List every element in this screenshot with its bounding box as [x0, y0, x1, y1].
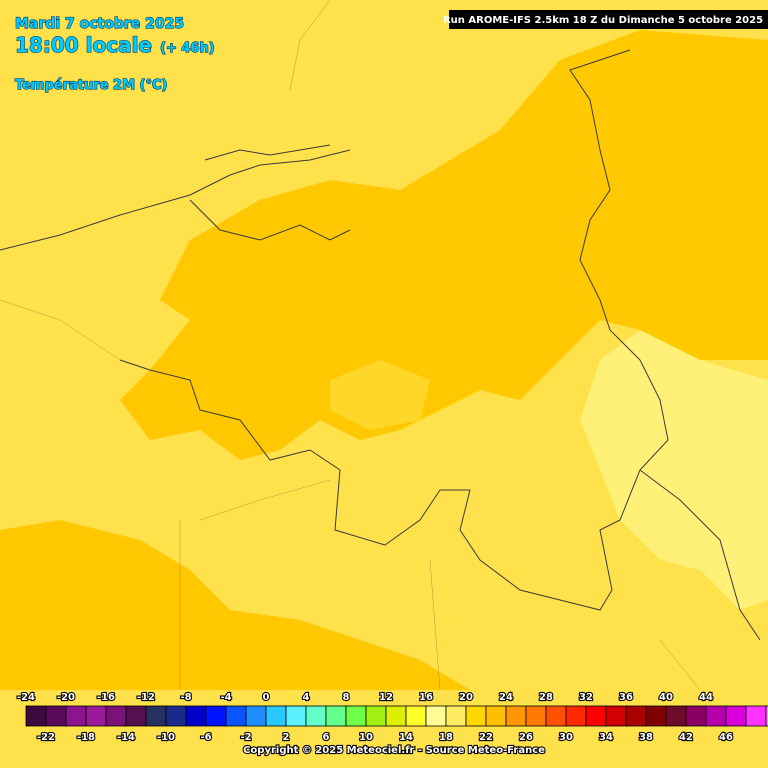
legend-swatch	[705, 705, 727, 727]
legend-swatch	[165, 705, 187, 727]
legend-swatch	[85, 705, 107, 727]
legend-swatch	[145, 705, 167, 727]
legend-swatch	[45, 705, 67, 727]
legend-swatch	[345, 705, 367, 727]
legend-label: 26	[519, 732, 533, 743]
coastline	[204, 144, 331, 161]
legend-swatch	[445, 705, 467, 727]
legend-swatch	[185, 705, 207, 727]
run-box	[449, 10, 768, 29]
legend-label: 34	[599, 732, 613, 743]
legend-swatch	[725, 705, 747, 727]
border-line	[639, 469, 761, 641]
legend-swatch	[265, 705, 287, 727]
legend-swatch	[405, 705, 427, 727]
cool-zone	[580, 330, 768, 610]
legend-label: 44	[699, 692, 713, 703]
local-time: 18:00 locale	[15, 33, 152, 57]
legend-swatch	[465, 705, 487, 727]
legend-swatch	[505, 705, 527, 727]
legend-label: 46	[719, 732, 733, 743]
legend-label: 42	[679, 732, 693, 743]
legend-label: 28	[539, 692, 553, 703]
run-info: Run AROME-IFS 2.5km 18 Z du Dimanche 5 o…	[443, 15, 763, 26]
legend-swatch	[745, 705, 767, 727]
legend-label: -10	[157, 732, 175, 743]
legend-label: 10	[359, 732, 373, 743]
legend-label: 36	[619, 692, 633, 703]
legend-label: 20	[459, 692, 473, 703]
legend-label: 16	[419, 692, 433, 703]
legend-swatch	[645, 705, 667, 727]
legend-swatch	[65, 705, 87, 727]
legend-label: 12	[379, 692, 393, 703]
mid-zone	[330, 360, 430, 430]
legend-swatch	[525, 705, 547, 727]
legend-swatch	[545, 705, 567, 727]
legend-label: -18	[77, 732, 95, 743]
legend-label: 4	[303, 692, 310, 703]
legend-label: 6	[323, 732, 330, 743]
legend-label: -20	[57, 692, 75, 703]
color-legend: -24-22-20-18-16-14-12-10-8-6-4-202468101…	[16, 691, 768, 744]
legend-label: 18	[439, 732, 453, 743]
legend-swatch	[365, 705, 387, 727]
legend-label: -12	[137, 692, 155, 703]
legend-label: 14	[399, 732, 413, 743]
legend-swatch	[605, 705, 627, 727]
borders	[0, 0, 761, 691]
legend-label: -22	[37, 732, 55, 743]
border-line	[189, 199, 351, 241]
legend-swatch	[585, 705, 607, 727]
warm-zone	[120, 30, 768, 460]
legend-swatch	[25, 705, 47, 727]
copyright: Copyright © 2025 Meteociel.fr - Source M…	[243, 745, 545, 756]
legend-label: 22	[479, 732, 493, 743]
legend-swatch	[665, 705, 687, 727]
region-line	[0, 0, 701, 691]
coastline	[0, 149, 351, 251]
legend-swatch	[225, 705, 247, 727]
legend-swatch	[485, 705, 507, 727]
legend-label: 40	[659, 692, 673, 703]
legend-swatch	[205, 705, 227, 727]
warm-zone	[0, 520, 470, 690]
legend-label: -2	[240, 732, 251, 743]
legend-swatch	[385, 705, 407, 727]
legend-label: -24	[17, 692, 35, 703]
legend-label: -8	[180, 692, 191, 703]
legend-swatch	[245, 705, 267, 727]
legend-label: 24	[499, 692, 513, 703]
legend-label: 30	[559, 732, 573, 743]
legend-swatch	[685, 705, 707, 727]
legend-label: -14	[117, 732, 135, 743]
legend-swatch	[305, 705, 327, 727]
border-line	[119, 49, 669, 611]
legend-label: -6	[200, 732, 211, 743]
legend-swatch	[285, 705, 307, 727]
legend-swatch	[765, 705, 768, 727]
legend-swatch	[425, 705, 447, 727]
legend-label: 38	[639, 732, 653, 743]
legend-swatch	[125, 705, 147, 727]
legend-label: 2	[283, 732, 290, 743]
parameter: Température 2M (°C)	[15, 78, 167, 93]
legend-label: -4	[220, 692, 231, 703]
legend-swatch	[105, 705, 127, 727]
legend-swatch	[565, 705, 587, 727]
legend-label: -16	[97, 692, 115, 703]
legend-label: 8	[343, 692, 350, 703]
legend-swatch	[325, 705, 347, 727]
legend-swatch	[625, 705, 647, 727]
legend-label: 32	[579, 692, 593, 703]
lead-time: (+ 46h)	[160, 41, 215, 56]
date: Mardi 7 octobre 2025	[15, 16, 184, 32]
legend-label: 0	[263, 692, 270, 703]
